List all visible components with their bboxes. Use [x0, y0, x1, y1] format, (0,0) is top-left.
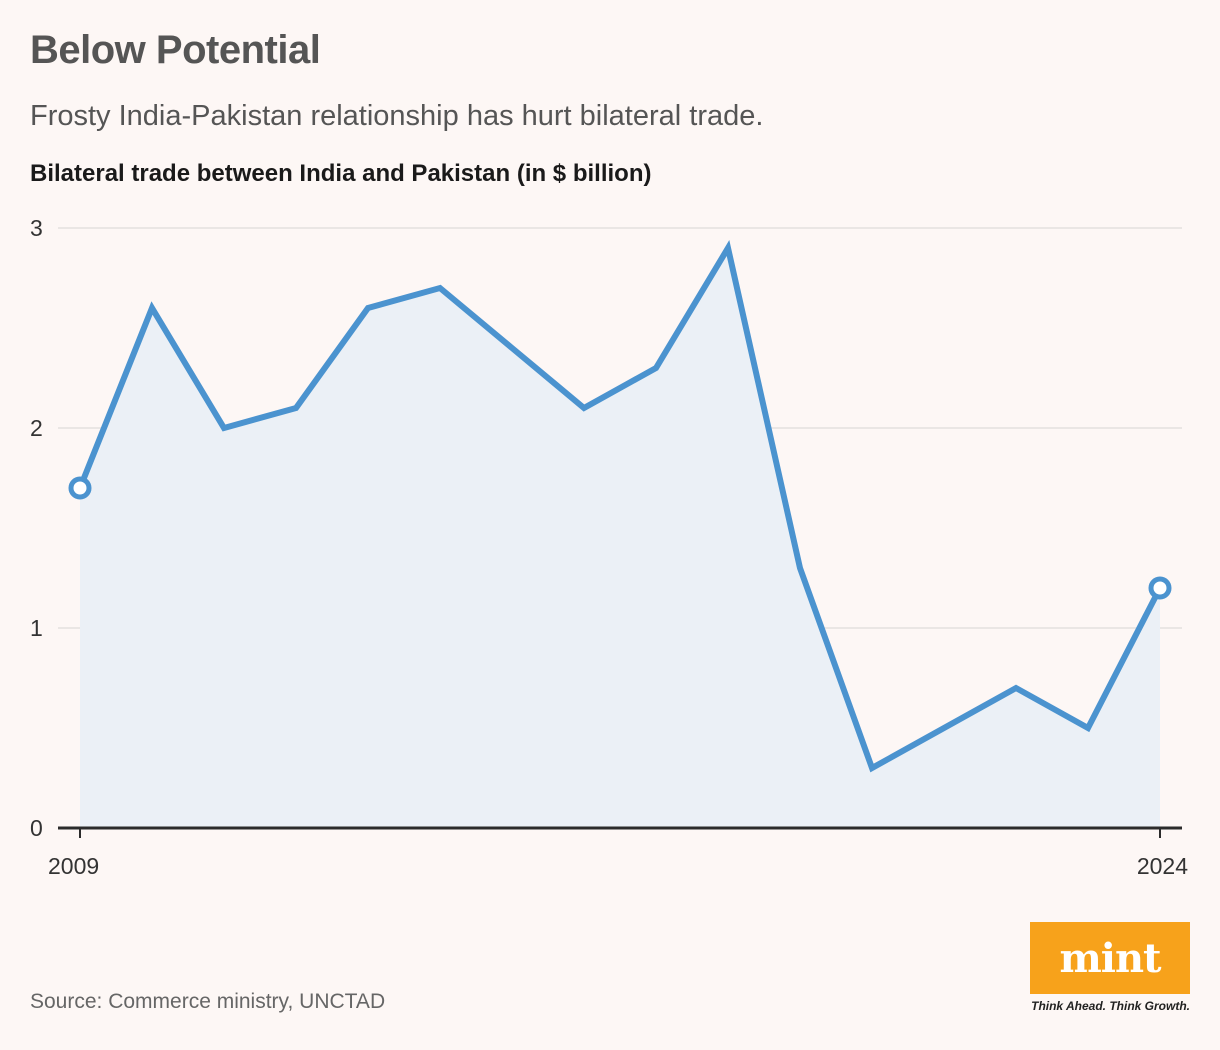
x-tick-label-end: 2024 [1137, 853, 1188, 879]
logo-wordmark: mint [1059, 934, 1161, 982]
page-subtitle: Frosty India-Pakistan relationship has h… [30, 100, 764, 132]
logo-tagline: Think Ahead. Think Growth. [1031, 999, 1190, 1013]
line-chart: 0 1 2 3 2009 2024 [30, 215, 1188, 879]
source-note: Source: Commerce ministry, UNCTAD [30, 990, 386, 1013]
page-title: Below Potential [30, 28, 321, 72]
y-tick-label-1: 1 [30, 615, 43, 641]
axis-layer [58, 826, 1182, 838]
tick-label-layer: 0 1 2 3 2009 2024 [30, 215, 1188, 879]
series-line [77, 240, 1163, 773]
data-point-2009 [68, 476, 92, 500]
area-fill [80, 248, 1160, 828]
y-tick-label-0: 0 [30, 815, 43, 841]
area-fill-layer [80, 248, 1160, 828]
y-tick-label-2: 2 [30, 415, 43, 441]
mint-logo: mint [1030, 922, 1190, 994]
chart-title: Bilateral trade between India and Pakist… [30, 160, 652, 187]
data-point-2024 [1148, 576, 1172, 600]
x-tick-label-start: 2009 [48, 853, 99, 879]
series-line-layer [68, 240, 1172, 773]
y-tick-label-3: 3 [30, 215, 43, 241]
